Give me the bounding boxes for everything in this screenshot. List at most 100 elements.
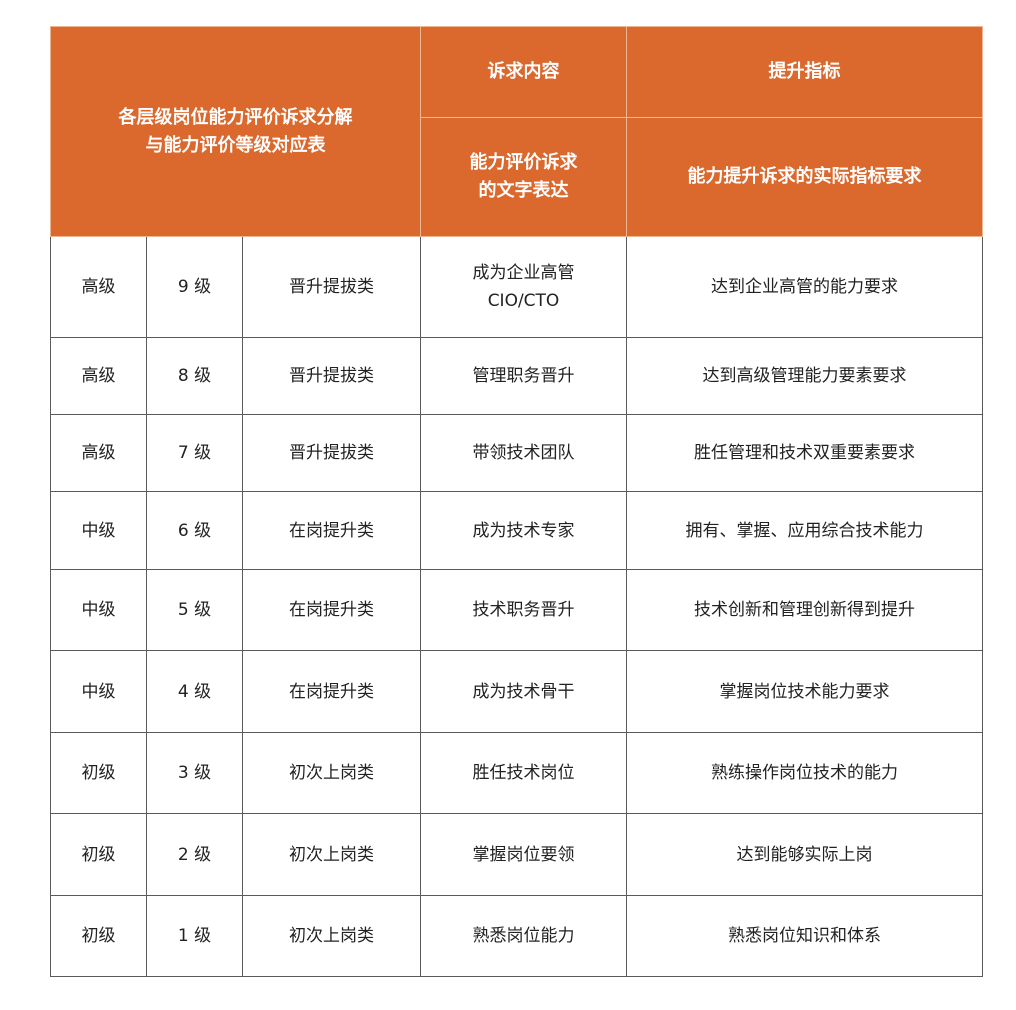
indicator-cell-text: 达到企业高管的能力要求 (711, 277, 899, 297)
table-row: 中级 6 级 在岗提升类 成为技术专家 拥有、掌握、应用综合技术能力 (50, 491, 984, 570)
category-cell: 初次上岗类 (241, 813, 422, 896)
indicator-cell-text: 拥有、掌握、应用综合技术能力 (685, 520, 924, 541)
appeal-cell-text: 成为企业高管 (472, 263, 575, 283)
indicator-cell-text: 熟悉岗位知识和体系 (728, 926, 882, 946)
tier-cell: 高级 (50, 236, 147, 338)
indicator-cell-text: 达到高级管理能力要素要求 (702, 366, 907, 386)
indicator-cell: 达到企业高管的能力要求 (626, 236, 984, 338)
appeal-cell-text: 管理职务晋升 (472, 366, 575, 386)
table-title: 各层级岗位能力评价诉求分解 与能力评价等级对应表 (49, 26, 422, 237)
appeal-cell-text: 带领技术团队 (472, 443, 575, 463)
appeal-cell: 掌握岗位要领 (420, 813, 628, 896)
category-cell: 在岗提升类 (241, 491, 422, 570)
indicator-cell-text: 达到能够实际上岗 (736, 844, 873, 865)
level-cell-text: 8 级 (177, 366, 212, 386)
appeal-cell-text-2: CIO/CTO (487, 291, 560, 311)
category-cell-text: 晋升提拔类 (289, 277, 374, 297)
capability-table: 各层级岗位能力评价诉求分解 与能力评价等级对应表 诉求内容 提升指标 能力评价诉… (49, 26, 984, 977)
appeal-cell: 成为技术骨干 (420, 650, 628, 733)
header-appeal-line-1: 能力评价诉求 (469, 152, 578, 173)
header-appeal-line-2: 的文字表达 (478, 180, 569, 201)
category-cell-text: 初次上岗类 (289, 926, 374, 946)
indicator-cell: 胜任管理和技术双重要素要求 (626, 414, 984, 492)
indicator-cell: 熟练操作岗位技术的能力 (626, 732, 984, 814)
category-cell-text: 晋升提拔类 (289, 443, 374, 463)
header-improvement-indicator: 提升指标 (626, 26, 984, 118)
appeal-cell: 胜任技术岗位 (420, 732, 628, 814)
tier-cell: 初级 (50, 895, 147, 977)
appeal-cell: 成为技术专家 (420, 491, 628, 570)
category-cell: 初次上岗类 (241, 732, 422, 814)
level-cell-text: 9 级 (177, 277, 212, 297)
indicator-cell-text: 熟练操作岗位技术的能力 (711, 763, 899, 783)
table-row: 高级 9 级 晋升提拔类 成为企业高管 CIO/CTO 达到企业高管的能力要求 (50, 236, 984, 338)
tier-cell-text: 中级 (81, 520, 116, 541)
table-row: 中级 4 级 在岗提升类 成为技术骨干 掌握岗位技术能力要求 (50, 650, 984, 733)
tier-cell-text: 高级 (81, 277, 116, 297)
level-cell-text: 3 级 (177, 763, 212, 783)
appeal-cell: 熟悉岗位能力 (420, 895, 628, 977)
level-cell-text: 4 级 (177, 681, 212, 702)
category-cell-text: 在岗提升类 (289, 600, 374, 620)
level-cell: 3 级 (146, 732, 243, 814)
tier-cell: 中级 (50, 569, 147, 651)
table-row: 初级 3 级 初次上岗类 胜任技术岗位 熟练操作岗位技术的能力 (50, 732, 984, 814)
header-indicator-requirements: 能力提升诉求的实际指标要求 (626, 117, 984, 237)
indicator-cell-text: 技术创新和管理创新得到提升 (694, 600, 916, 620)
tier-cell: 高级 (50, 414, 147, 492)
tier-cell: 初级 (50, 813, 147, 896)
appeal-cell: 成为企业高管 CIO/CTO (420, 236, 628, 338)
title-line-1: 各层级岗位能力评价诉求分解 (118, 106, 353, 128)
tier-cell-text: 高级 (81, 366, 116, 386)
level-cell-text: 7 级 (177, 443, 212, 463)
level-cell: 9 级 (146, 236, 243, 338)
appeal-cell: 带领技术团队 (420, 414, 628, 492)
level-cell-text: 6 级 (177, 520, 212, 541)
indicator-cell-text: 掌握岗位技术能力要求 (719, 681, 890, 702)
indicator-cell: 掌握岗位技术能力要求 (626, 650, 984, 733)
category-cell: 晋升提拔类 (241, 337, 422, 415)
level-cell: 6 级 (146, 491, 243, 570)
appeal-cell: 管理职务晋升 (420, 337, 628, 415)
tier-cell-text: 高级 (81, 443, 116, 463)
level-cell-text: 1 级 (177, 926, 212, 946)
tier-cell-text: 初级 (81, 844, 116, 865)
appeal-cell-text: 掌握岗位要领 (472, 844, 575, 865)
category-cell: 在岗提升类 (241, 569, 422, 651)
category-cell-text: 初次上岗类 (289, 844, 374, 865)
category-cell-text: 初次上岗类 (289, 763, 374, 783)
level-cell: 2 级 (146, 813, 243, 896)
level-cell: 4 级 (146, 650, 243, 733)
appeal-cell-text: 成为技术骨干 (472, 681, 575, 702)
tier-cell: 高级 (50, 337, 147, 415)
table-row: 初级 1 级 初次上岗类 熟悉岗位能力 熟悉岗位知识和体系 (50, 895, 984, 977)
appeal-cell: 技术职务晋升 (420, 569, 628, 651)
indicator-cell: 熟悉岗位知识和体系 (626, 895, 984, 977)
category-cell: 初次上岗类 (241, 895, 422, 977)
tier-cell: 中级 (50, 491, 147, 570)
level-cell: 8 级 (146, 337, 243, 415)
table-row: 中级 5 级 在岗提升类 技术职务晋升 技术创新和管理创新得到提升 (50, 569, 984, 651)
category-cell-text: 在岗提升类 (289, 520, 374, 541)
header-appeal-content: 诉求内容 (420, 26, 628, 118)
category-cell: 晋升提拔类 (241, 414, 422, 492)
tier-cell-text: 初级 (81, 926, 116, 946)
table-row: 高级 7 级 晋升提拔类 带领技术团队 胜任管理和技术双重要素要求 (50, 414, 984, 492)
appeal-cell-text: 技术职务晋升 (472, 600, 575, 620)
indicator-cell: 达到高级管理能力要素要求 (626, 337, 984, 415)
level-cell-text: 5 级 (177, 600, 212, 620)
appeal-cell-text: 成为技术专家 (472, 520, 575, 541)
category-cell: 晋升提拔类 (241, 236, 422, 338)
tier-cell: 中级 (50, 650, 147, 733)
category-cell-text: 晋升提拔类 (289, 366, 374, 386)
category-cell-text: 在岗提升类 (289, 681, 374, 702)
tier-cell-text: 中级 (81, 600, 116, 620)
table-row: 初级 2 级 初次上岗类 掌握岗位要领 达到能够实际上岗 (50, 813, 984, 896)
title-line-2: 与能力评价等级对应表 (145, 134, 326, 156)
category-cell: 在岗提升类 (241, 650, 422, 733)
tier-cell: 初级 (50, 732, 147, 814)
level-cell: 7 级 (146, 414, 243, 492)
level-cell: 1 级 (146, 895, 243, 977)
indicator-cell: 达到能够实际上岗 (626, 813, 984, 896)
appeal-cell-text: 熟悉岗位能力 (472, 926, 575, 946)
